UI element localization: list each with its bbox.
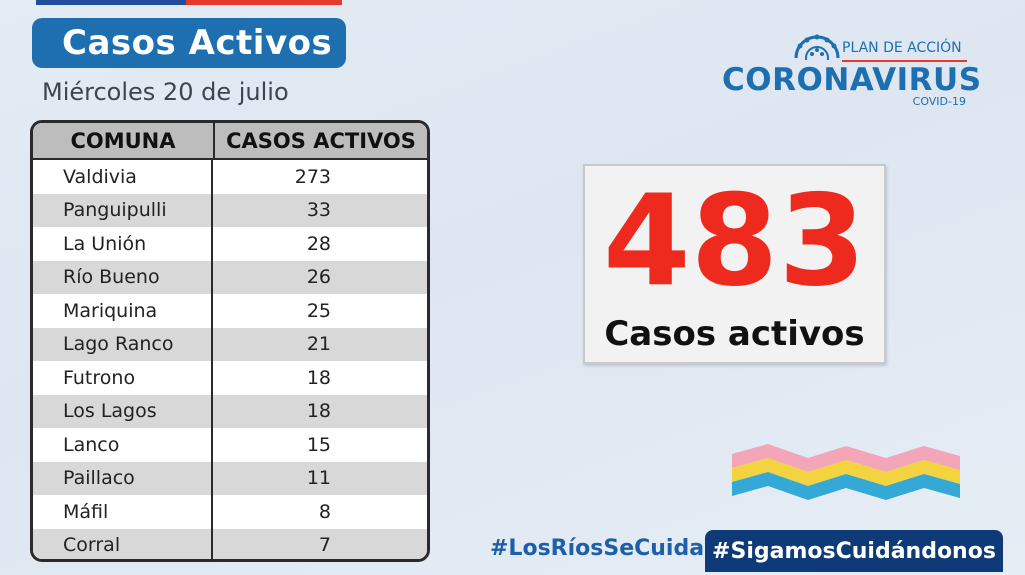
cell-comuna: Lago Ranco <box>33 327 213 361</box>
cell-casos: 7 <box>318 534 331 557</box>
total-cases-card: 483 Casos activos <box>583 164 886 364</box>
table-row: Los Lagos 18 <box>33 394 427 428</box>
cell-casos: 8 <box>318 500 331 523</box>
total-cases-label: Casos activos <box>604 314 865 354</box>
logo-plan-text: PLAN DE ACCIÓN <box>842 40 962 56</box>
top-bar-red <box>186 0 342 5</box>
cell-comuna: Mariquina <box>33 294 213 328</box>
virus-icon <box>794 34 840 60</box>
cases-table: COMUNA CASOS ACTIVOS Valdivia 273 Panguip… <box>30 120 430 562</box>
table-row: Paillaco 11 <box>33 461 427 495</box>
cell-casos: 11 <box>306 467 331 490</box>
top-color-bar <box>36 0 342 5</box>
table-row: Valdivia 273 <box>33 160 427 194</box>
cell-casos: 26 <box>306 266 331 289</box>
cell-casos: 33 <box>306 199 331 222</box>
table-row: Mariquina 25 <box>33 294 427 328</box>
table-body: Valdivia 273 Panguipulli 33 La Unión 28 Río… <box>33 160 427 559</box>
table-row: Panguipulli 33 <box>33 193 427 227</box>
table-row: Futrono 18 <box>33 361 427 395</box>
logo-covid-text: COVID-19 <box>912 95 966 108</box>
coronavirus-logo: PLAN DE ACCIÓN CORONAVIRUS COVID-19 <box>722 32 981 112</box>
table-row: Máfil 8 <box>33 495 427 529</box>
cell-comuna: Río Bueno <box>33 260 213 294</box>
title-badge: Casos Activos <box>32 18 346 68</box>
table-row: La Unión 28 <box>33 227 427 261</box>
cell-comuna: Máfil <box>33 495 213 529</box>
cell-comuna: Los Lagos <box>33 394 213 428</box>
cell-comuna: Corral <box>33 528 213 559</box>
cell-comuna: Valdivia <box>33 160 213 194</box>
total-cases-number: 483 <box>602 167 866 314</box>
cell-comuna: Panguipulli <box>33 193 213 227</box>
table-row: Corral 7 <box>33 528 427 559</box>
hashtag-sigamos-text: #SigamosCuidándonos <box>712 538 996 564</box>
header-comuna: COMUNA <box>33 123 215 158</box>
cell-casos: 21 <box>306 333 331 356</box>
page-title: Casos Activos <box>62 23 333 63</box>
cell-comuna: Paillaco <box>33 461 213 495</box>
cell-casos: 15 <box>306 433 331 456</box>
los-rios-wave-icon <box>732 444 960 500</box>
hashtag-los-rios: #LosRíosSeCuida <box>490 536 705 561</box>
table-row: Lago Ranco 21 <box>33 327 427 361</box>
logo-divider <box>842 60 967 62</box>
report-date: Miércoles 20 de julio <box>42 78 289 106</box>
hashtag-sigamos: #SigamosCuidándonos <box>705 530 1003 572</box>
table-header: COMUNA CASOS ACTIVOS <box>33 123 427 160</box>
logo-coronavirus-text: CORONAVIRUS <box>722 62 982 98</box>
cell-comuna: Futrono <box>33 361 213 395</box>
cell-casos: 28 <box>306 232 331 255</box>
cell-casos: 25 <box>306 299 331 322</box>
cell-casos: 273 <box>294 165 331 188</box>
cell-comuna: La Unión <box>33 227 213 261</box>
header-casos: CASOS ACTIVOS <box>226 128 416 153</box>
top-bar-blue <box>36 0 186 5</box>
cell-comuna: Lanco <box>33 428 213 462</box>
table-row: Lanco 15 <box>33 428 427 462</box>
table-row: Río Bueno 26 <box>33 260 427 294</box>
cell-casos: 18 <box>306 400 331 423</box>
cell-casos: 18 <box>306 366 331 389</box>
